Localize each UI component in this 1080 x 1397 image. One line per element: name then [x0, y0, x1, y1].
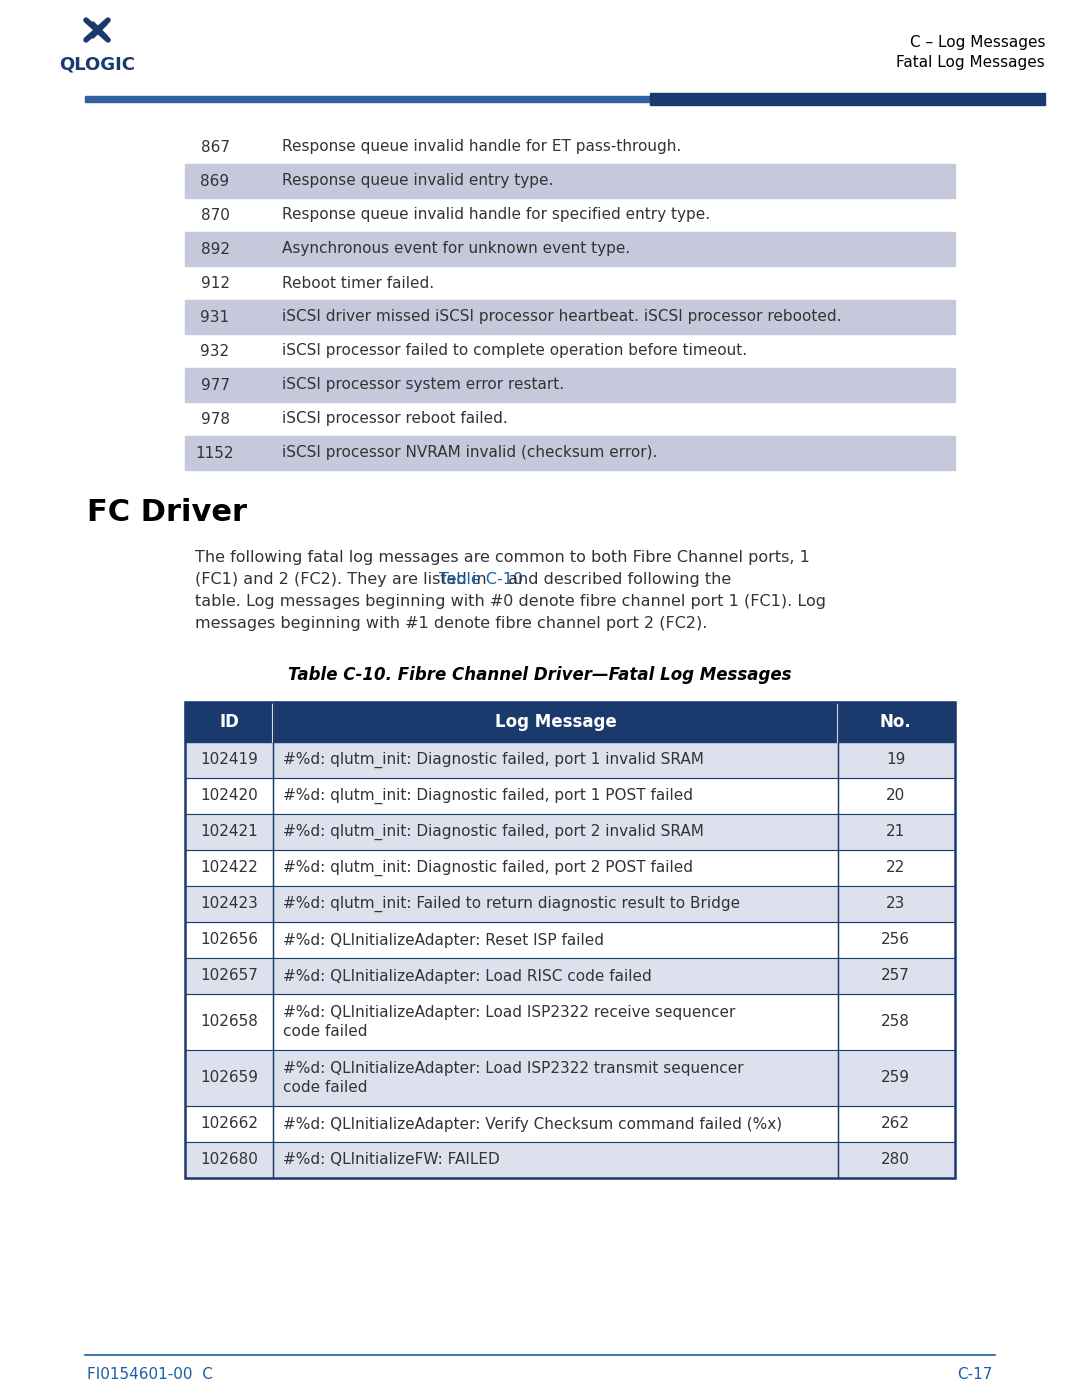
Text: iSCSI processor system error restart.: iSCSI processor system error restart. [282, 377, 564, 393]
Text: FI0154601-00  C: FI0154601-00 C [87, 1368, 213, 1382]
Text: 102662: 102662 [200, 1116, 258, 1132]
Text: table. Log messages beginning with #0 denote fibre channel port 1 (FC1). Log: table. Log messages beginning with #0 de… [195, 594, 826, 609]
Text: and described following the: and described following the [503, 571, 731, 587]
Text: 19: 19 [886, 753, 905, 767]
Text: 892: 892 [201, 242, 229, 257]
Text: Table C-10: Table C-10 [438, 571, 523, 587]
Text: 102656: 102656 [200, 933, 258, 947]
Text: ID: ID [219, 712, 239, 731]
Text: iSCSI processor failed to complete operation before timeout.: iSCSI processor failed to complete opera… [282, 344, 747, 359]
Text: code failed: code failed [283, 1080, 367, 1095]
Bar [185, 367, 955, 402]
Text: #%d: QLInitializeAdapter: Load ISP2322 transmit sequencer: #%d: QLInitializeAdapter: Load ISP2322 t… [283, 1060, 744, 1076]
Text: Table C-10. Fibre Channel Driver—Fatal Log Messages: Table C-10. Fibre Channel Driver—Fatal L… [288, 666, 792, 685]
Text: 931: 931 [201, 310, 230, 324]
Bar [185, 300, 955, 334]
Text: 102680: 102680 [200, 1153, 258, 1168]
Text: 867: 867 [201, 140, 229, 155]
Text: Response queue invalid entry type.: Response queue invalid entry type. [282, 173, 553, 189]
Text: 978: 978 [201, 412, 229, 426]
Text: iSCSI processor NVRAM invalid (checksum error).: iSCSI processor NVRAM invalid (checksum … [282, 446, 658, 461]
Text: 912: 912 [201, 275, 229, 291]
Text: iSCSI driver missed iSCSI processor heartbeat. iSCSI processor rebooted.: iSCSI driver missed iSCSI processor hear… [282, 310, 841, 324]
Text: C – Log Messages: C – Log Messages [909, 35, 1045, 49]
Text: C-17: C-17 [958, 1368, 993, 1382]
Text: code failed: code failed [283, 1024, 367, 1039]
Text: #%d: QLInitializeAdapter: Load ISP2322 receive sequencer: #%d: QLInitializeAdapter: Load ISP2322 r… [283, 1004, 735, 1020]
Text: #%d: QLInitializeAdapter: Reset ISP failed: #%d: QLInitializeAdapter: Reset ISP fail… [283, 933, 604, 947]
Text: Fatal Log Messages: Fatal Log Messages [896, 54, 1045, 70]
Text: 23: 23 [886, 897, 905, 911]
Text: #%d: qlutm_init: Diagnostic failed, port 2 POST failed: #%d: qlutm_init: Diagnostic failed, port… [283, 861, 693, 876]
Bar [185, 436, 955, 469]
Text: 102657: 102657 [200, 968, 258, 983]
Text: 102421: 102421 [200, 824, 258, 840]
Text: 280: 280 [881, 1153, 910, 1168]
Text: 102659: 102659 [200, 1070, 258, 1085]
Text: messages beginning with #1 denote fibre channel port 2 (FC2).: messages beginning with #1 denote fibre … [195, 616, 707, 631]
Text: 977: 977 [201, 377, 229, 393]
Bar [185, 1141, 955, 1178]
Bar [185, 958, 955, 995]
Bar [185, 814, 955, 849]
Text: No.: No. [879, 712, 912, 731]
Text: (FC1) and 2 (FC2). They are listed in: (FC1) and 2 (FC2). They are listed in [195, 571, 491, 587]
Text: The following fatal log messages are common to both Fibre Channel ports, 1: The following fatal log messages are com… [195, 550, 810, 564]
Bar [185, 703, 955, 1178]
Text: 102423: 102423 [200, 897, 258, 911]
Text: 20: 20 [886, 788, 905, 803]
Text: 932: 932 [201, 344, 230, 359]
Text: #%d: QLInitializeAdapter: Verify Checksum command failed (%x): #%d: QLInitializeAdapter: Verify Checksu… [283, 1116, 782, 1132]
Text: #%d: qlutm_init: Diagnostic failed, port 2 invalid SRAM: #%d: qlutm_init: Diagnostic failed, port… [283, 824, 704, 840]
Bar [185, 232, 955, 265]
Text: #%d: QLInitializeAdapter: Load RISC code failed: #%d: QLInitializeAdapter: Load RISC code… [283, 968, 651, 983]
Text: Log Message: Log Message [495, 712, 617, 731]
Text: 256: 256 [881, 933, 910, 947]
Text: 22: 22 [886, 861, 905, 876]
Text: iSCSI processor reboot failed.: iSCSI processor reboot failed. [282, 412, 508, 426]
Text: 262: 262 [881, 1116, 910, 1132]
Text: Response queue invalid handle for ET pass-through.: Response queue invalid handle for ET pas… [282, 140, 681, 155]
Text: 102658: 102658 [200, 1014, 258, 1030]
Text: 102419: 102419 [200, 753, 258, 767]
Text: 869: 869 [201, 173, 230, 189]
Text: 102422: 102422 [200, 861, 258, 876]
Text: 21: 21 [886, 824, 905, 840]
Text: 102420: 102420 [200, 788, 258, 803]
Text: #%d: qlutm_init: Failed to return diagnostic result to Bridge: #%d: qlutm_init: Failed to return diagno… [283, 895, 740, 912]
Text: Asynchronous event for unknown event type.: Asynchronous event for unknown event typ… [282, 242, 631, 257]
Text: #%d: qlutm_init: Diagnostic failed, port 1 invalid SRAM: #%d: qlutm_init: Diagnostic failed, port… [283, 752, 704, 768]
Text: #%d: QLInitializeFW: FAILED: #%d: QLInitializeFW: FAILED [283, 1153, 500, 1168]
Bar [185, 886, 955, 922]
Bar [85, 96, 650, 102]
Text: FC Driver: FC Driver [87, 497, 247, 527]
Bar [185, 742, 955, 778]
Bar [650, 94, 1045, 105]
Text: #%d: qlutm_init: Diagnostic failed, port 1 POST failed: #%d: qlutm_init: Diagnostic failed, port… [283, 788, 693, 805]
Text: Response queue invalid handle for specified entry type.: Response queue invalid handle for specif… [282, 208, 711, 222]
Bar [185, 163, 955, 198]
Text: 870: 870 [201, 208, 229, 222]
Text: Reboot timer failed.: Reboot timer failed. [282, 275, 434, 291]
Text: 1152: 1152 [195, 446, 234, 461]
Text: QLOGIC: QLOGIC [59, 56, 135, 74]
Text: 257: 257 [881, 968, 910, 983]
Text: 259: 259 [881, 1070, 910, 1085]
Text: 258: 258 [881, 1014, 910, 1030]
Bar [185, 1051, 955, 1106]
Bar [185, 703, 955, 742]
